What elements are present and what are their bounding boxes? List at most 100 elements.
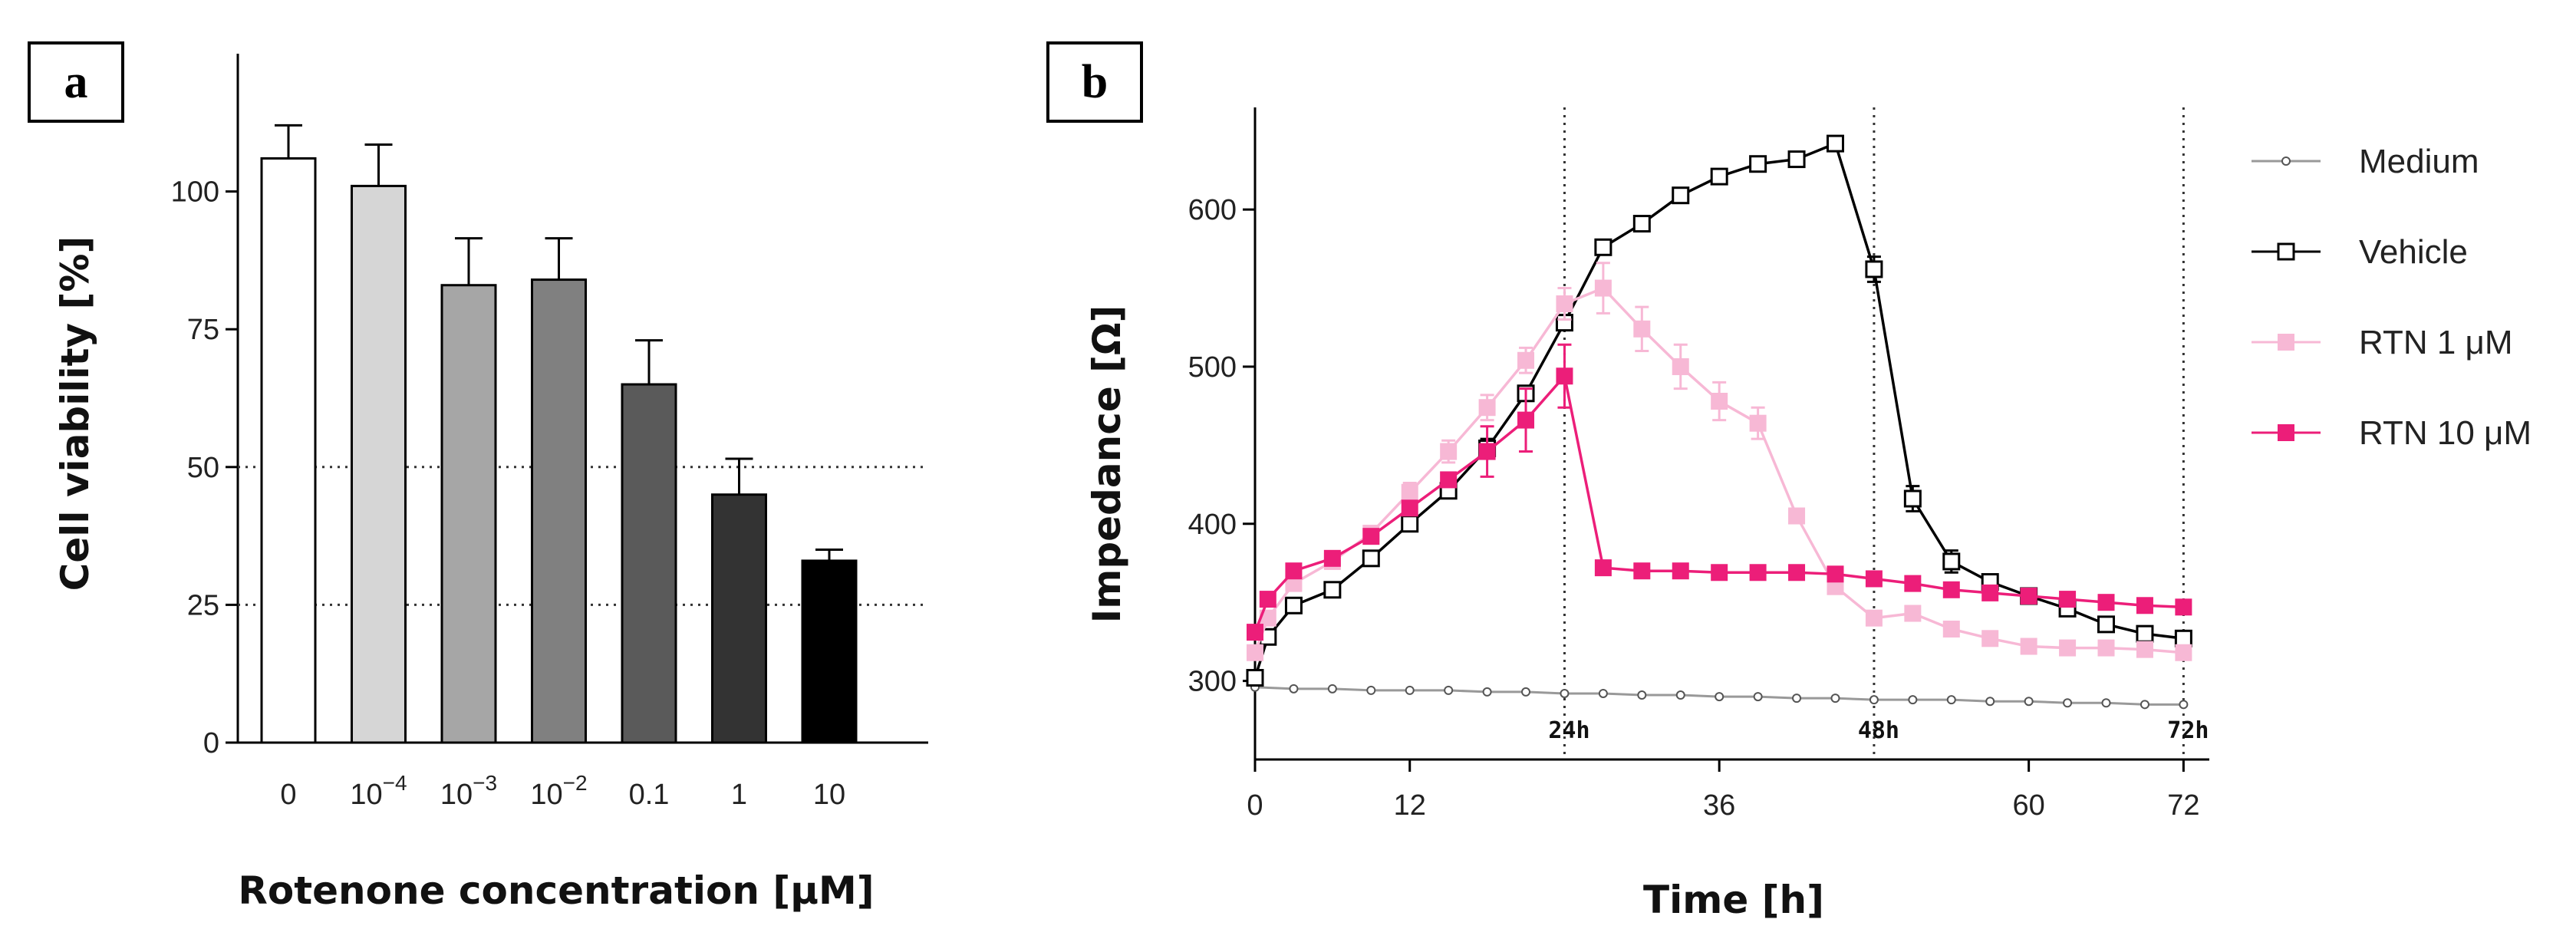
bar xyxy=(711,493,767,744)
data-point xyxy=(1594,238,1612,256)
data-point xyxy=(1259,591,1276,608)
y-axis-title-b: Impedance [Ω] xyxy=(1085,305,1129,624)
data-point xyxy=(1904,575,1922,592)
data-point xyxy=(1594,279,1612,297)
data-point xyxy=(1259,609,1276,627)
bar xyxy=(531,278,587,744)
time-marker-label: 48h xyxy=(1858,717,1899,744)
data-point xyxy=(1284,596,1303,614)
data-point xyxy=(1632,215,1651,233)
data-point xyxy=(1362,549,1380,568)
y-tick-label-a: 100 xyxy=(171,176,219,209)
data-point xyxy=(1981,584,1999,601)
data-point xyxy=(1401,499,1418,517)
x-axis-title-a: Rotenone concentration [μM] xyxy=(238,868,874,913)
series-rtn-1-μm xyxy=(1247,262,2192,661)
data-point xyxy=(1869,695,1879,705)
bar xyxy=(351,184,407,744)
data-point xyxy=(1865,570,1883,588)
bar xyxy=(621,383,677,744)
data-point xyxy=(1865,609,1883,627)
data-point xyxy=(1904,605,1922,622)
data-point xyxy=(2136,597,2153,614)
panel-a-label: a xyxy=(28,41,124,123)
data-point xyxy=(1715,692,1724,702)
data-point xyxy=(1478,399,1496,417)
data-point xyxy=(1981,630,1999,647)
time-marker-label: 24h xyxy=(1548,717,1589,744)
data-point xyxy=(2140,700,2149,710)
data-point xyxy=(1749,564,1767,582)
y-tick-label-b: 300 xyxy=(1188,666,1237,698)
data-point xyxy=(2097,639,2115,657)
legend-label: RTN 1 μM xyxy=(2359,324,2513,361)
data-point xyxy=(1942,552,1961,571)
x-tick-label-b: 72 xyxy=(2167,789,2199,822)
data-point xyxy=(1711,393,1728,410)
data-point xyxy=(1556,295,1573,313)
x-tick-label-a: 10 xyxy=(813,779,845,811)
data-point xyxy=(1482,687,1492,697)
data-point xyxy=(1637,690,1647,700)
legend-marker xyxy=(2281,156,2291,166)
y-axis-title-a: Cell viability [%] xyxy=(53,236,97,591)
data-point xyxy=(2059,591,2077,608)
data-point xyxy=(1405,685,1415,695)
data-point xyxy=(2175,598,2192,616)
data-point xyxy=(2059,639,2077,657)
data-point xyxy=(1865,260,1883,278)
x-tick-label-b: 12 xyxy=(1394,789,1426,822)
data-point xyxy=(1942,581,1960,598)
data-point xyxy=(2063,698,2073,708)
data-point xyxy=(1517,351,1535,369)
data-point xyxy=(1247,624,1263,641)
series-medium xyxy=(1250,682,2189,710)
legend-label: Medium xyxy=(2359,143,2479,180)
data-point xyxy=(1908,695,1918,705)
data-point xyxy=(1285,562,1303,580)
panel-b-label: b xyxy=(1046,41,1143,123)
bar xyxy=(260,156,317,744)
data-point xyxy=(1830,694,1840,703)
data-point xyxy=(1366,685,1376,695)
data-point xyxy=(1985,697,1995,707)
y-tick-label-b: 500 xyxy=(1188,351,1237,384)
y-tick-label-b: 600 xyxy=(1188,194,1237,226)
data-point xyxy=(1478,443,1496,460)
data-point xyxy=(1556,367,1573,385)
data-point xyxy=(2097,615,2116,634)
data-point xyxy=(1560,688,1570,698)
data-point xyxy=(2136,641,2153,658)
data-point xyxy=(1946,695,1956,705)
data-point xyxy=(1788,564,1806,582)
y-tick-label-a: 0 xyxy=(203,727,219,759)
data-point xyxy=(1598,688,1608,698)
y-tick-label-a: 75 xyxy=(187,314,219,346)
data-point xyxy=(1521,687,1531,697)
legend-marker xyxy=(2278,424,2294,441)
data-point xyxy=(1246,668,1264,687)
y-tick-label-a: 50 xyxy=(187,452,219,484)
data-point xyxy=(1440,443,1458,460)
data-point xyxy=(1633,320,1651,338)
x-tick-label-a: 0.1 xyxy=(629,779,670,811)
series-rtn-10-μm xyxy=(1247,343,2192,641)
data-point xyxy=(1401,483,1418,501)
x-tick-label-b: 60 xyxy=(2013,789,2045,822)
data-point xyxy=(1323,549,1341,567)
x-tick-label-b: 36 xyxy=(1703,789,1735,822)
data-point xyxy=(1787,150,1806,169)
x-tick-label-b: 0 xyxy=(1247,789,1263,822)
data-point xyxy=(1401,515,1419,533)
data-point xyxy=(1289,684,1299,694)
y-tick-label-b: 400 xyxy=(1188,509,1237,541)
legend-marker xyxy=(2277,242,2295,261)
data-point xyxy=(1749,414,1767,432)
x-axis-title-b: Time [h] xyxy=(1643,878,1824,922)
data-point xyxy=(1633,562,1651,580)
data-point xyxy=(1788,507,1806,525)
data-point xyxy=(1444,685,1454,695)
data-point xyxy=(1675,690,1685,700)
data-point xyxy=(1942,621,1960,638)
